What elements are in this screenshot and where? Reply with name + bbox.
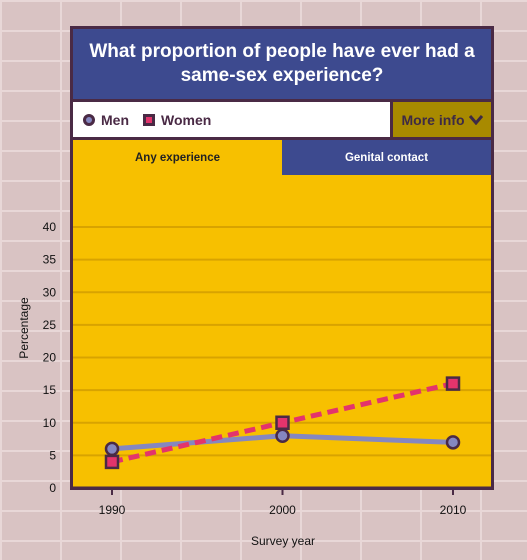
y-tick-label: 5: [49, 448, 56, 462]
legend: Men Women: [73, 102, 390, 137]
legend-item-men[interactable]: Men: [83, 112, 129, 128]
legend-row: Men Women More info: [73, 99, 491, 140]
chart-title: What proportion of people have ever had …: [73, 29, 491, 99]
y-tick-label: 25: [43, 318, 57, 332]
chart-card: What proportion of people have ever had …: [70, 26, 494, 490]
x-tick-label: 1990: [99, 503, 126, 517]
more-info-button[interactable]: More info: [390, 102, 491, 137]
y-tick-label: 15: [43, 383, 57, 397]
more-info-label: More info: [401, 111, 465, 128]
y-tick-label: 35: [43, 253, 57, 267]
data-point-men: [445, 435, 461, 450]
x-axis-label: Survey year: [251, 534, 315, 548]
x-tick-label: 2000: [269, 503, 296, 517]
y-tick-label: 10: [43, 416, 57, 430]
data-point-men: [104, 441, 120, 457]
x-tick-label: 2010: [440, 503, 467, 517]
tab-any-experience[interactable]: Any experience: [73, 140, 282, 175]
legend-label-men: Men: [101, 111, 129, 128]
chevron-down-icon: [468, 114, 483, 125]
legend-label-women: Women: [161, 111, 212, 128]
data-point-women: [275, 415, 290, 430]
data-point-men: [275, 428, 290, 444]
y-tick-label: 0: [49, 481, 56, 495]
tab-genital-contact[interactable]: Genital contact: [282, 140, 491, 175]
y-axis-label: Percentage: [17, 297, 31, 359]
circle-marker-icon: [83, 113, 95, 126]
y-tick-label: 30: [43, 285, 57, 299]
y-tick-label: 40: [43, 220, 57, 234]
data-point-women: [104, 454, 120, 470]
data-point-women: [445, 376, 461, 391]
square-marker-icon: [143, 113, 155, 126]
y-tick-label: 20: [43, 351, 57, 365]
tab-bar: Any experience Genital contact: [73, 140, 491, 175]
legend-item-women[interactable]: Women: [143, 112, 211, 128]
